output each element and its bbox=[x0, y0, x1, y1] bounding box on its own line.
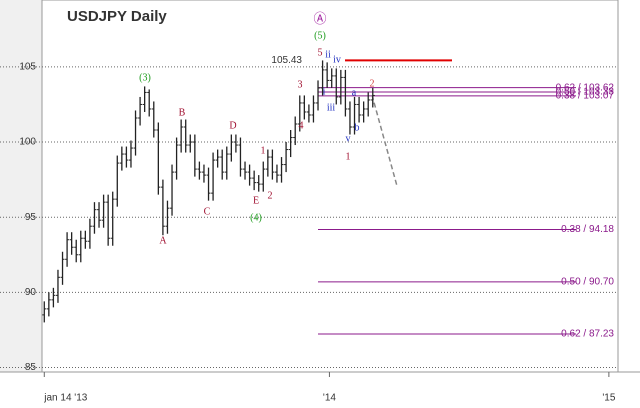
wave-label: a bbox=[352, 87, 357, 98]
fib-label: 0.38 / 103.07 bbox=[556, 91, 615, 102]
x-tick-label: '15 bbox=[602, 393, 615, 404]
wave-label: iii bbox=[327, 102, 336, 113]
wave-label: A bbox=[159, 235, 167, 246]
fib-label: 0.50 / 90.70 bbox=[561, 276, 614, 287]
fib-label: 0.38 / 94.18 bbox=[561, 224, 614, 235]
chart-title: USDJPY Daily bbox=[67, 8, 167, 25]
fib-label: 0.50 / 103.33 bbox=[556, 87, 615, 98]
wave-label: Ⓐ bbox=[313, 11, 326, 26]
wave-label: C bbox=[204, 206, 211, 217]
fib-label: 0.62 / 87.23 bbox=[561, 329, 614, 340]
wave-label: (4) bbox=[250, 212, 262, 223]
wave-label: 2 bbox=[370, 78, 375, 89]
wave-label: (5) bbox=[314, 30, 326, 41]
wave-label: i bbox=[323, 86, 326, 97]
wave-label: D bbox=[229, 120, 236, 131]
wave-label: 5 bbox=[318, 47, 323, 58]
wave-label: 2 bbox=[268, 190, 273, 201]
wave-label: B bbox=[179, 107, 186, 118]
wave-label: ii bbox=[325, 49, 331, 60]
peak-label: 105.43 bbox=[271, 55, 302, 66]
fib-label: 0.62 / 103.62 bbox=[556, 82, 615, 93]
wave-label: 4 bbox=[299, 120, 304, 131]
x-tick-label: jan 14 '13 bbox=[43, 393, 87, 404]
wave-label: (3) bbox=[139, 72, 151, 83]
wave-label: E bbox=[253, 195, 259, 206]
x-tick-label: '14 bbox=[323, 393, 336, 404]
wave-label: b bbox=[355, 122, 360, 133]
wave-label: 3 bbox=[298, 79, 303, 90]
wave-label: v bbox=[346, 133, 351, 144]
wave-label: 1 bbox=[261, 145, 266, 156]
wave-label: 1 bbox=[346, 151, 351, 162]
wave-label: iv bbox=[333, 54, 341, 65]
y-axis-panel bbox=[0, 0, 42, 372]
